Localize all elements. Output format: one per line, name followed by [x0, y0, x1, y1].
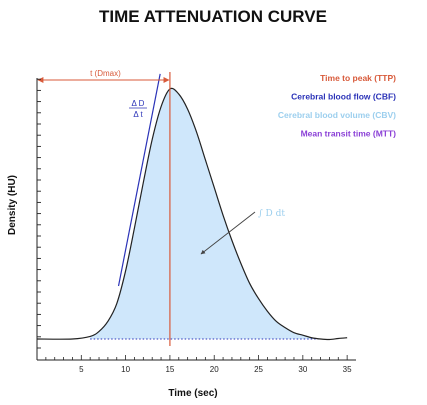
y-axis-label: Density (HU) — [7, 175, 18, 235]
legend: Time to peak (TTP) Cerebral blood flow (C… — [278, 73, 396, 139]
legend-entry: Cerebral blood flow (CBF) — [291, 92, 396, 102]
y-axis-ticks — [37, 78, 41, 349]
x-axis-label: Time (sec) — [168, 388, 217, 399]
x-axis-ticks — [45, 355, 348, 360]
integral-label: ∫ D dt — [258, 209, 285, 219]
x-tick-label: 25 — [254, 365, 263, 374]
legend-entry: Cerebral blood volume (CBV) — [278, 110, 396, 120]
x-tick-label: 15 — [165, 365, 174, 374]
chart-title: TIME ATTENUATION CURVE — [99, 7, 327, 26]
x-tick-label: 35 — [343, 365, 352, 374]
tmax-label: t (Dmax) — [90, 69, 121, 78]
x-tick-label: 5 — [79, 365, 84, 374]
x-tick-label: 30 — [298, 365, 307, 374]
integral-pointer-arrow — [200, 211, 256, 255]
slope-denominator: Δ t — [133, 110, 143, 119]
slope-numerator: Δ D — [132, 99, 145, 108]
attenuation-curve-line — [36, 87, 348, 341]
legend-entry: Mean transit time (MTT) — [301, 129, 397, 139]
x-tick-label: 10 — [121, 365, 130, 374]
x-axis-tick-labels: 5 10 15 20 25 30 35 — [79, 365, 352, 374]
x-tick-label: 20 — [210, 365, 219, 374]
cbf-tangent-line — [117, 73, 161, 287]
cbv-area-fill — [90, 88, 321, 339]
legend-entry: Time to peak (TTP) — [320, 73, 396, 83]
